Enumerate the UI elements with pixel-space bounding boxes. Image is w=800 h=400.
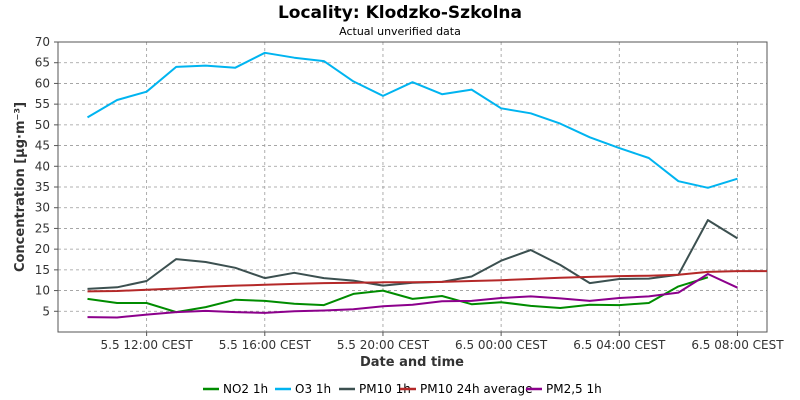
series-line-o3-1h <box>86 51 738 189</box>
legend: NO2 1h O3 1h PM10 1h PM10 24h average PM2,5 … <box>203 382 602 396</box>
x-tick-label: 5.5 20:00 CEST <box>337 338 430 352</box>
y-tick-label: 20 <box>35 242 50 256</box>
legend-label: PM10 1h <box>359 382 411 396</box>
y-tick-label: 10 <box>35 284 50 298</box>
x-tick-label: 5.5 16:00 CEST <box>219 338 312 352</box>
series-line-pm10-1h <box>87 219 739 290</box>
y-tick-label: 60 <box>35 76 50 90</box>
series-lines <box>86 51 767 319</box>
chart-subtitle: Actual unverified data <box>339 25 461 38</box>
y-tick-label: 55 <box>35 97 50 111</box>
y-tick-label: 40 <box>35 159 50 173</box>
y-axis-ticks: 5 10 15 20 25 30 35 40 45 50 55 60 65 70 <box>35 35 58 318</box>
y-tick-label: 30 <box>35 201 50 215</box>
x-tick-label: 6.5 00:00 CEST <box>455 338 548 352</box>
y-tick-label: 65 <box>35 56 50 70</box>
y-axis-label: Concentration [µg·m⁻³] <box>13 102 28 272</box>
legend-label: O3 1h <box>295 382 331 396</box>
y-tick-label: 45 <box>35 139 50 153</box>
x-axis-label: Date and time <box>360 355 464 370</box>
y-tick-label: 5 <box>42 304 50 318</box>
y-tick-label: 35 <box>35 180 50 194</box>
series-line-pm10-24h-average <box>87 270 767 293</box>
x-tick-label: 6.5 04:00 CEST <box>573 338 666 352</box>
legend-label: PM10 24h average <box>420 382 533 396</box>
y-tick-label: 50 <box>35 118 50 132</box>
chart-title: Locality: Klodzko-Szkolna <box>278 3 522 23</box>
series-line-pm2-5-1h <box>87 273 738 319</box>
legend-label: NO2 1h <box>223 382 268 396</box>
y-tick-label: 15 <box>35 263 50 277</box>
legend-label: PM2,5 1h <box>546 382 602 396</box>
x-tick-label: 5.5 12:00 CEST <box>101 338 194 352</box>
x-axis-ticks: 5.5 12:00 CEST 5.5 16:00 CEST 5.5 20:00 CE… <box>101 332 784 352</box>
y-tick-label: 25 <box>35 221 50 235</box>
x-tick-label: 6.5 08:00 CEST <box>691 338 784 352</box>
series-line-no2-1h <box>87 276 709 314</box>
grid <box>58 41 767 332</box>
y-tick-label: 70 <box>35 35 50 49</box>
